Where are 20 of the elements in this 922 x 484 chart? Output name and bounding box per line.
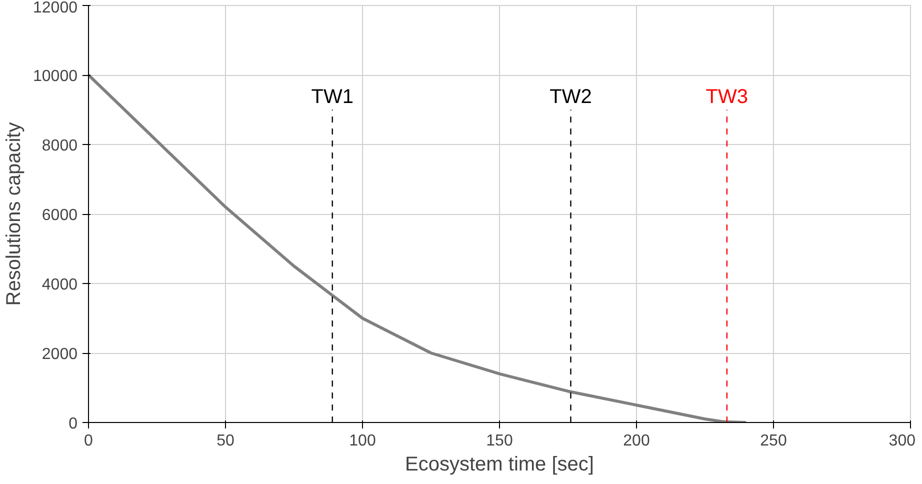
y-tick-label: 0 xyxy=(68,416,78,432)
ref-line-label: TW3 xyxy=(706,86,748,108)
y-tick-label: 8000 xyxy=(42,138,78,154)
y-axis-title: Resolutions capacity xyxy=(3,122,26,306)
y-tick-label: 6000 xyxy=(42,207,78,224)
x-tick-label: 0 xyxy=(84,432,94,450)
x-tick-label: 100 xyxy=(349,432,376,450)
y-tick-label: 10000 xyxy=(33,68,78,85)
x-tick-label: 50 xyxy=(216,432,234,450)
y-tick-label: 12000 xyxy=(33,0,78,16)
y-tick-label: 4000 xyxy=(42,276,78,294)
x-tick-label: 300 xyxy=(888,432,916,450)
ref-line-label: TW2 xyxy=(550,86,592,108)
x-tick-label: 250 xyxy=(760,432,787,450)
x-tick-label: 200 xyxy=(623,432,650,450)
x-tick-label: 150 xyxy=(486,432,513,450)
line-series xyxy=(88,74,748,422)
x-axis-title: Ecosystem time [sec] xyxy=(405,454,594,476)
y-tick-label: 2000 xyxy=(42,346,78,363)
ref-line-label: TW1 xyxy=(311,86,354,108)
